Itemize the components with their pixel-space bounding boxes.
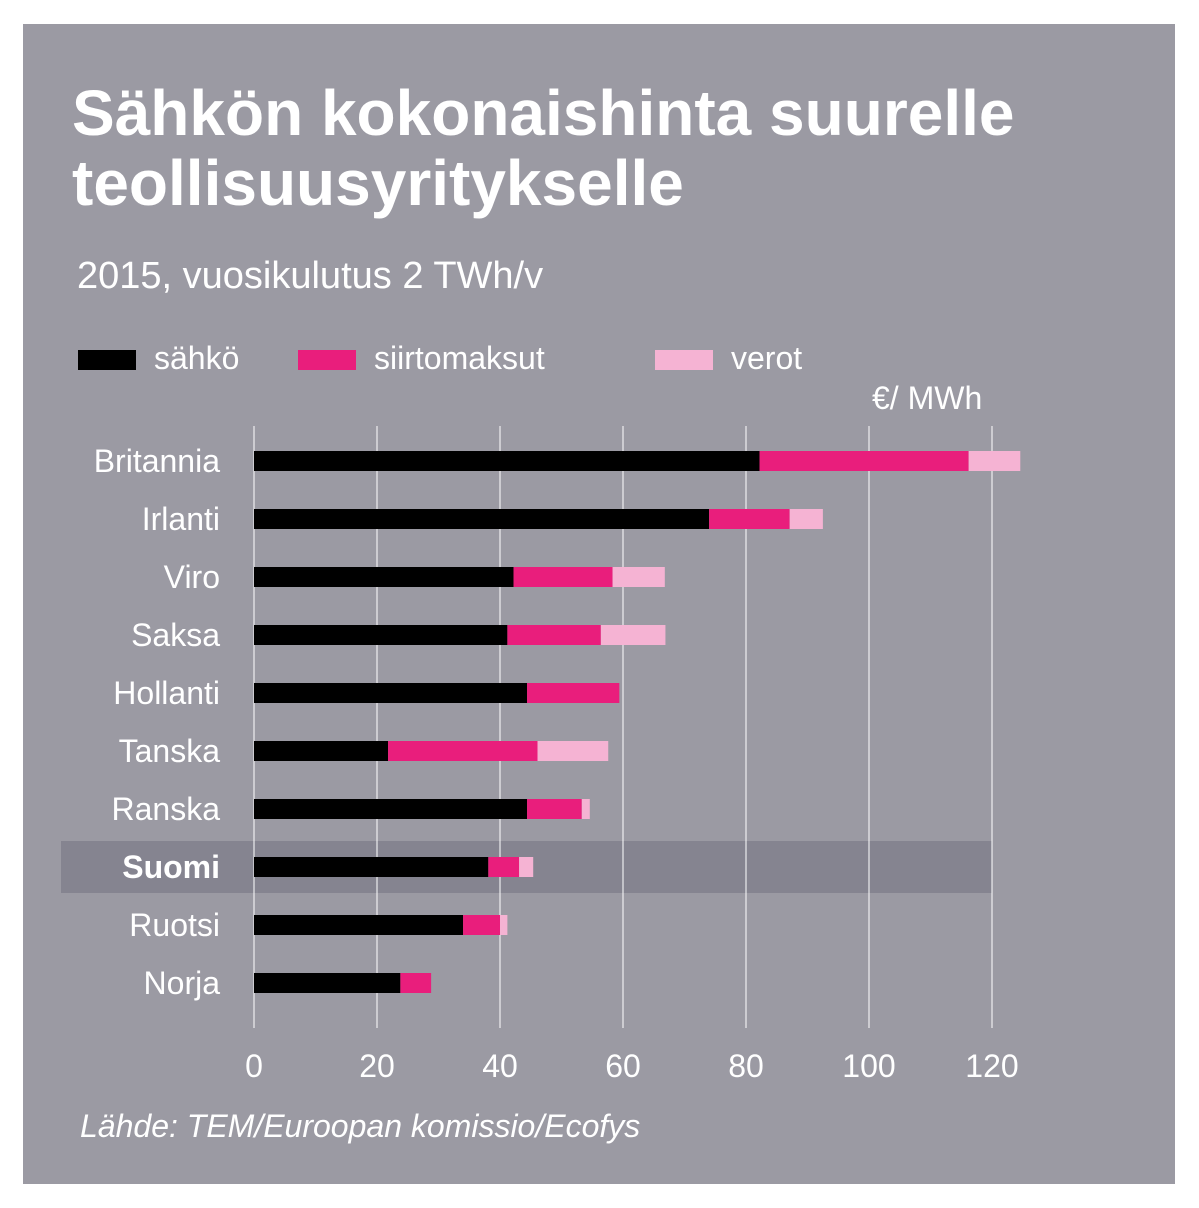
bar-viro-verot xyxy=(612,567,665,587)
category-label-hollanti: Hollanti xyxy=(113,675,220,711)
category-label-irlanti: Irlanti xyxy=(142,501,220,537)
chart-title: Sähkön kokonaishinta suurelle teollisuus… xyxy=(72,77,1015,219)
bar-norja-sahko xyxy=(254,973,401,993)
bar-britannia-sahko xyxy=(254,451,760,471)
bar-suomi-siirtomaksut xyxy=(488,857,520,877)
bar-irlanti-sahko xyxy=(254,509,710,529)
bar-irlanti-verot xyxy=(789,509,823,529)
bar-saksa-sahko xyxy=(254,625,508,645)
category-label-ranska: Ranska xyxy=(112,791,221,827)
x-tick-label: 0 xyxy=(245,1048,263,1084)
bar-hollanti-siirtomaksut xyxy=(527,683,620,703)
legend-label-sahko: sähkö xyxy=(154,340,240,376)
x-tick-label: 80 xyxy=(728,1048,764,1084)
x-tick-label: 20 xyxy=(359,1048,395,1084)
bar-suomi-sahko xyxy=(254,857,489,877)
chart-panel xyxy=(23,24,1175,1184)
category-label-britannia: Britannia xyxy=(94,443,221,479)
bar-saksa-verot xyxy=(600,625,666,645)
bar-ruotsi-siirtomaksut xyxy=(463,915,500,935)
x-tick-label: 120 xyxy=(965,1048,1018,1084)
bar-irlanti-siirtomaksut xyxy=(709,509,790,529)
legend-swatch-verot xyxy=(655,350,713,370)
category-label-ruotsi: Ruotsi xyxy=(129,907,220,943)
category-label-saksa: Saksa xyxy=(131,617,220,653)
bar-britannia-verot xyxy=(968,451,1021,471)
bar-britannia-siirtomaksut xyxy=(759,451,969,471)
bar-ranska-siirtomaksut xyxy=(527,799,582,819)
bar-ranska-verot xyxy=(581,799,590,819)
category-label-norja: Norja xyxy=(144,965,221,1001)
bar-ruotsi-verot xyxy=(500,915,508,935)
bar-viro-siirtomaksut xyxy=(513,567,613,587)
bar-tanska-sahko xyxy=(254,741,389,761)
bar-viro-sahko xyxy=(254,567,514,587)
legend-swatch-sahko xyxy=(78,350,136,370)
legend-label-verot: verot xyxy=(731,340,803,376)
x-tick-label: 40 xyxy=(482,1048,518,1084)
bar-hollanti-sahko xyxy=(254,683,528,703)
unit-label: €/ MWh xyxy=(872,380,983,416)
chart-subtitle: 2015, vuosikulutus 2 TWh/v xyxy=(77,255,544,297)
bar-saksa-siirtomaksut xyxy=(507,625,601,645)
bar-suomi-verot xyxy=(519,857,534,877)
legend-swatch-siirtomaksut xyxy=(298,350,356,370)
category-label-tanska: Tanska xyxy=(119,733,221,769)
legend-label-siirtomaksut: siirtomaksut xyxy=(374,340,545,376)
bar-ruotsi-sahko xyxy=(254,915,464,935)
bar-tanska-verot xyxy=(537,741,609,761)
bar-norja-siirtomaksut xyxy=(400,973,432,993)
x-tick-label: 60 xyxy=(605,1048,641,1084)
source-note: Lähde: TEM/Euroopan komissio/Ecofys xyxy=(80,1108,641,1144)
bar-tanska-siirtomaksut xyxy=(388,741,538,761)
category-label-suomi: Suomi xyxy=(122,849,220,885)
bar-ranska-sahko xyxy=(254,799,528,819)
x-tick-label: 100 xyxy=(842,1048,895,1084)
category-label-viro: Viro xyxy=(164,559,220,595)
